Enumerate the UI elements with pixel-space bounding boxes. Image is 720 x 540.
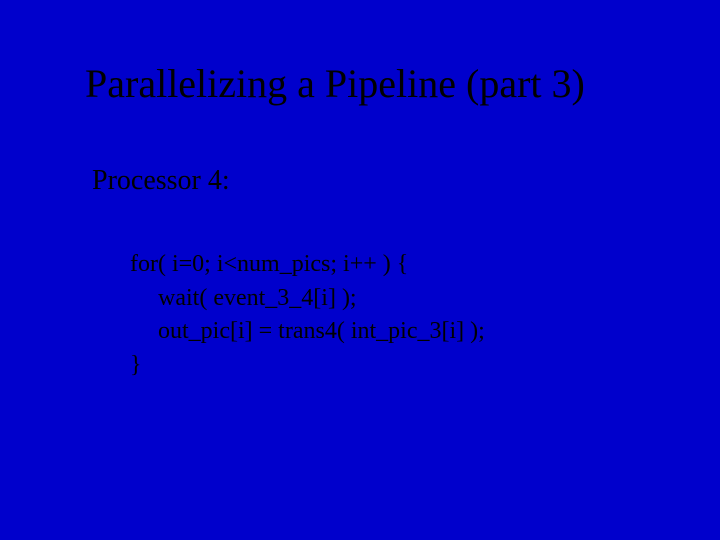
code-block: for( i=0; i<num_pics; i++ ) { wait( even…: [130, 248, 485, 382]
slide-subtitle: Processor 4:: [92, 165, 230, 197]
code-line-2: wait( event_3_4[i] );: [130, 282, 485, 316]
code-line-3: out_pic[i] = trans4( int_pic_3[i] );: [130, 315, 485, 349]
slide-container: Parallelizing a Pipeline (part 3) Proces…: [0, 0, 720, 540]
code-line-4: }: [130, 349, 485, 383]
code-line-1: for( i=0; i<num_pics; i++ ) {: [130, 248, 485, 282]
slide-title: Parallelizing a Pipeline (part 3): [85, 60, 585, 107]
